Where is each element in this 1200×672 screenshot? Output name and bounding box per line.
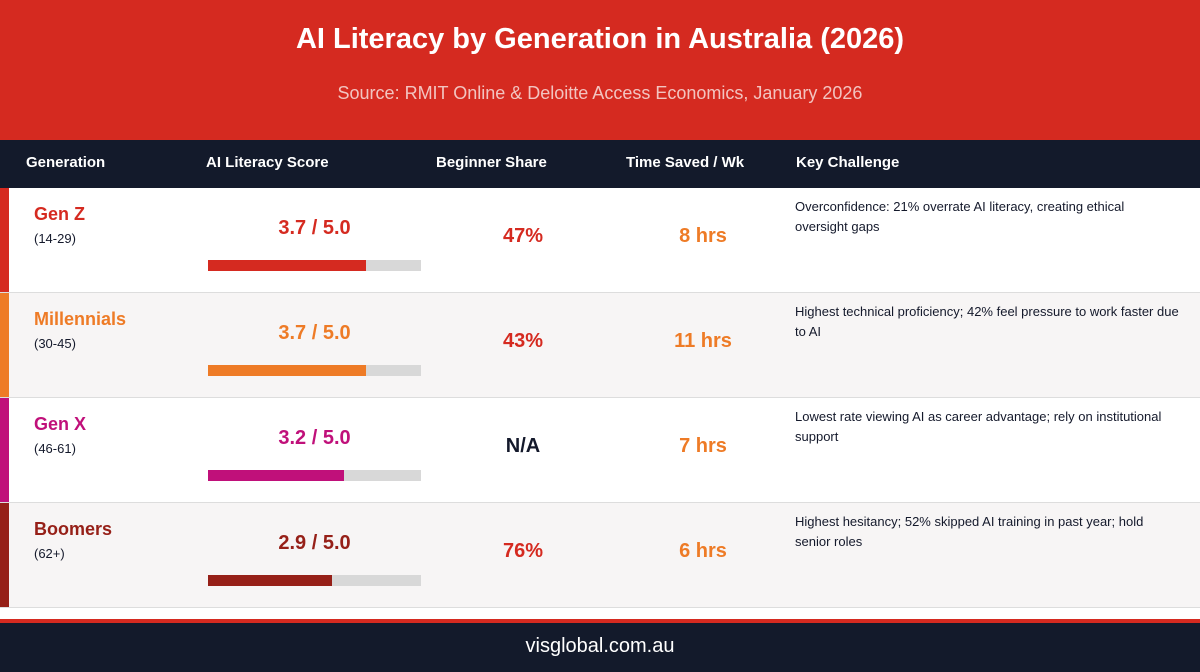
generation-age-range: (30-45) — [34, 336, 76, 351]
key-challenge: Highest technical proficiency; 42% feel … — [795, 304, 1179, 339]
page-title: AI Literacy by Generation in Australia (… — [295, 23, 905, 55]
table-row: Gen Z (14-29) 3.7 / 5.0 47% 8 hrs Overco… — [0, 188, 1200, 293]
column-header-key-challenge: Key Challenge — [796, 154, 900, 171]
generation-age-range: (14-29) — [34, 231, 76, 246]
table-row: Millennials (30-45) 3.7 / 5.0 43% 11 hrs… — [0, 293, 1200, 398]
column-header-time-saved: Time Saved / Wk — [626, 154, 745, 171]
beginner-share: 43% — [502, 330, 544, 352]
literacy-score: 3.7 / 5.0 — [278, 322, 351, 344]
table-header: Generation AI Literacy Score Beginner Sh… — [0, 140, 1200, 188]
row-color-marker — [0, 293, 9, 397]
row-color-marker — [0, 398, 9, 502]
row-color-marker — [0, 188, 9, 292]
time-saved: 8 hrs — [679, 225, 727, 247]
time-saved: 6 hrs — [679, 540, 727, 562]
table-row: Boomers (62+) 2.9 / 5.0 76% 6 hrs Highes… — [0, 503, 1200, 608]
row-color-marker — [0, 503, 9, 607]
footer-accent-line — [0, 619, 1200, 623]
generation-name: Gen X — [34, 414, 87, 434]
literacy-score: 3.2 / 5.0 — [278, 427, 351, 449]
score-bar-fill — [208, 470, 345, 481]
beginner-share: N/A — [505, 435, 541, 457]
footer-website: visglobal.com.au — [525, 635, 675, 657]
footer-bar: visglobal.com.au — [0, 623, 1200, 672]
time-saved: 11 hrs — [674, 330, 732, 352]
score-bar-track — [208, 575, 421, 586]
literacy-score: 2.9 / 5.0 — [278, 532, 351, 554]
source-subtitle: Source: RMIT Online & Deloitte Access Ec… — [337, 83, 863, 103]
beginner-share: 47% — [502, 225, 544, 247]
key-challenge: Lowest rate viewing AI as career advanta… — [795, 409, 1162, 444]
generation-name: Millennials — [34, 309, 127, 329]
table-row: Gen X (46-61) 3.2 / 5.0 N/A 7 hrs Lowest… — [0, 398, 1200, 503]
time-saved: 7 hrs — [679, 435, 727, 457]
score-bar-fill — [208, 260, 366, 271]
column-header-beginner-share: Beginner Share — [436, 154, 547, 171]
score-bar-fill — [208, 365, 366, 376]
generation-name: Gen Z — [34, 204, 86, 224]
literacy-score: 3.7 / 5.0 — [278, 217, 351, 239]
column-header-generation: Generation — [26, 154, 106, 171]
column-header-score: AI Literacy Score — [206, 154, 329, 171]
score-bar-track — [208, 365, 421, 376]
score-bar-fill — [208, 575, 332, 586]
header-banner: AI Literacy by Generation in Australia (… — [0, 0, 1200, 140]
key-challenge: Highest hesitancy; 52% skipped AI traini… — [795, 514, 1144, 549]
beginner-share: 76% — [502, 540, 544, 562]
generation-name: Boomers — [34, 519, 113, 539]
generation-age-range: (62+) — [34, 546, 65, 561]
generation-age-range: (46-61) — [34, 441, 76, 456]
score-bar-track — [208, 260, 421, 271]
score-bar-track — [208, 470, 421, 481]
key-challenge: Overconfidence: 21% overrate AI literacy… — [795, 199, 1125, 234]
